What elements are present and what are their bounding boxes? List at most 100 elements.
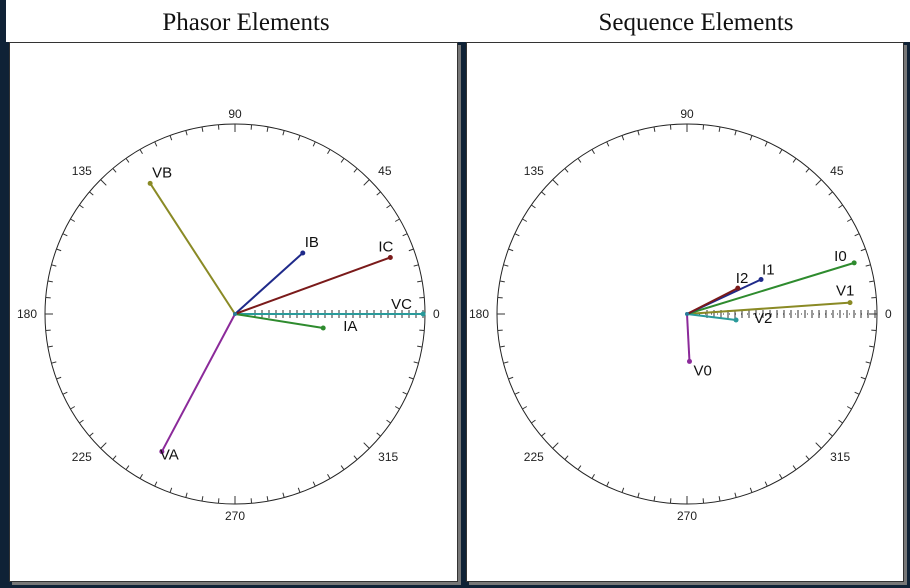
angle-tick <box>282 492 285 498</box>
angle-tick <box>100 179 107 186</box>
angle-tick <box>282 130 285 136</box>
phasor-line-ic <box>234 256 391 315</box>
phasor-tip-v0 <box>686 358 692 364</box>
angle-tick <box>779 473 783 479</box>
angle-tick <box>749 135 753 141</box>
phasor-tip-i1 <box>758 276 764 282</box>
angle-tick <box>637 492 640 498</box>
angle-label: 45 <box>378 164 392 178</box>
angle-tick <box>47 280 53 283</box>
angle-tick <box>865 264 871 267</box>
phasor-label-vc: VC <box>391 296 412 313</box>
angle-tick <box>764 141 768 147</box>
origin-point <box>685 312 689 316</box>
angle-tick <box>185 130 188 136</box>
phasor-line-i2 <box>686 287 739 315</box>
sequence-diagram: 90 45 0 315 270 225 180 135 V0 V1 V2 I0 I1 I2 <box>469 107 892 523</box>
angle-tick <box>621 487 625 493</box>
phasor-line-v2 <box>686 313 737 322</box>
angle-tick <box>79 204 84 209</box>
angle-tick <box>70 406 76 410</box>
angle-tick <box>653 496 656 502</box>
phasor-label-va: VA <box>160 447 179 464</box>
angle-tick <box>363 442 370 449</box>
phasor-line-v0 <box>686 313 691 362</box>
angle-label: 225 <box>524 450 544 464</box>
angle-tick <box>805 455 810 460</box>
angle-tick <box>62 391 68 395</box>
angle-tick <box>621 135 625 141</box>
angle-tick <box>838 204 843 209</box>
angle-tick <box>564 168 569 173</box>
angle-tick <box>779 149 783 155</box>
sequence-panel: 90 45 0 315 270 225 180 135 V0 V1 V2 I0 I1 I2 <box>466 42 904 582</box>
angle-label: 90 <box>680 107 694 121</box>
origin-point <box>233 312 237 316</box>
angle-tick <box>353 455 358 460</box>
angle-tick <box>499 280 505 283</box>
angle-tick <box>353 168 358 173</box>
angle-tick <box>386 419 391 424</box>
angle-label: 45 <box>830 164 844 178</box>
angle-tick <box>522 218 528 222</box>
angle-tick <box>564 455 569 460</box>
angle-tick <box>297 487 301 493</box>
angle-tick <box>70 218 76 222</box>
angle-tick <box>552 179 559 186</box>
angle-tick <box>577 465 582 470</box>
angle-tick <box>503 264 509 267</box>
phasor-label-vb: VB <box>152 164 172 181</box>
angle-label: 135 <box>524 164 544 178</box>
phasor-label-v1: V1 <box>836 283 854 300</box>
angle-label: 180 <box>469 307 489 321</box>
angle-tick <box>591 473 595 479</box>
angle-tick <box>394 218 400 222</box>
phasor-tip-vb <box>147 180 153 186</box>
angle-tick <box>514 391 520 395</box>
angle-tick <box>591 149 595 155</box>
angle-tick <box>846 218 852 222</box>
angle-label: 315 <box>830 450 850 464</box>
angle-tick <box>266 126 269 132</box>
phasor-label-i1: I1 <box>762 261 775 278</box>
angle-tick <box>653 126 656 132</box>
phasor-label-v2: V2 <box>754 310 772 327</box>
angle-label: 180 <box>17 307 37 321</box>
angle-tick <box>89 432 94 437</box>
angle-tick <box>185 492 188 498</box>
angle-tick <box>417 345 423 348</box>
angle-tick <box>869 345 875 348</box>
phasor-title: Phasor Elements <box>162 9 330 36</box>
angle-tick <box>764 481 768 487</box>
angle-tick <box>376 432 381 437</box>
angle-tick <box>112 168 117 173</box>
angle-tick <box>125 465 130 470</box>
phasor-label-ia: IA <box>343 318 357 335</box>
angle-tick <box>100 442 107 449</box>
angle-tick <box>846 406 852 410</box>
phasor-diagram: 90 45 0 315 270 225 180 135 VA VB VC IA IB IC <box>17 107 440 523</box>
angle-tick <box>577 158 582 163</box>
angle-tick <box>718 496 721 502</box>
angle-tick <box>51 361 57 364</box>
phasor-tip-vc <box>420 311 426 317</box>
angle-tick <box>201 496 204 502</box>
angle-tick <box>79 419 84 424</box>
angle-tick <box>854 391 860 395</box>
angle-label: 0 <box>885 307 892 321</box>
angle-tick <box>718 126 721 132</box>
phasor-line-ia <box>234 313 324 329</box>
angle-tick <box>792 158 797 163</box>
angle-tick <box>413 264 419 267</box>
angle-tick <box>541 191 546 196</box>
angle-tick <box>531 419 536 424</box>
angle-tick <box>112 455 117 460</box>
angle-tick <box>340 158 345 163</box>
angle-tick <box>815 442 822 449</box>
angle-tick <box>503 361 509 364</box>
angle-tick <box>327 149 331 155</box>
title-strip: Phasor Elements Sequence Elements <box>0 0 910 42</box>
angle-tick <box>499 345 505 348</box>
angle-tick <box>869 280 875 283</box>
angle-label: 0 <box>433 307 440 321</box>
